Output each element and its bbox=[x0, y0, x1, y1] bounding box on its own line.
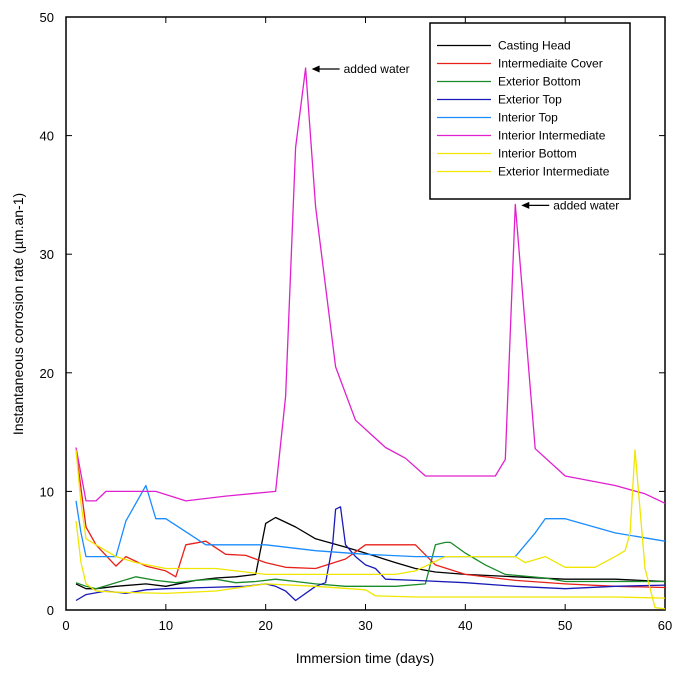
series-line-interior-intermediate bbox=[75, 67, 666, 504]
axis-ticks: 0 10 20 30 40 50 60 0 10 20 30 40 50 bbox=[40, 10, 673, 633]
x-tick-label: 10 bbox=[159, 618, 173, 633]
x-tick-label: 40 bbox=[458, 618, 472, 633]
annotations: added water added water bbox=[311, 62, 619, 212]
y-tick-label: 40 bbox=[40, 129, 54, 144]
y-tick-label: 10 bbox=[40, 484, 54, 499]
series-line-casting-head bbox=[75, 516, 666, 590]
legend: Casting Head Intermediaite Cover Exterior … bbox=[429, 22, 631, 200]
x-axis-title: Immersion time (days) bbox=[296, 650, 434, 666]
series-line-interior-bottom bbox=[75, 449, 666, 610]
series-line-interior-top bbox=[75, 484, 666, 558]
x-tick-label: 0 bbox=[62, 618, 69, 633]
x-tick-label: 60 bbox=[658, 618, 672, 633]
y-tick-label: 0 bbox=[47, 603, 54, 618]
x-tick-label: 30 bbox=[358, 618, 372, 633]
series-line-exterior-bottom bbox=[75, 541, 665, 590]
legend-label: Interior Intermediate bbox=[498, 129, 606, 143]
y-tick-label: 20 bbox=[40, 366, 54, 381]
legend-box bbox=[429, 22, 631, 200]
legend-label: Exterior Top bbox=[498, 93, 562, 107]
y-axis-title: Instantaneous corrosion rate (µm.an-1) bbox=[10, 193, 26, 435]
legend-label: Exterior Bottom bbox=[498, 75, 581, 89]
y-tick-label: 50 bbox=[40, 10, 54, 25]
y-tick-label: 30 bbox=[40, 247, 54, 262]
series-line-exterior-top bbox=[75, 506, 666, 602]
legend-label: Intermediaite Cover bbox=[498, 57, 603, 71]
annotation-label: added water bbox=[553, 198, 619, 212]
annotation-arrowhead-1 bbox=[521, 201, 530, 209]
legend-label: Exterior Intermediate bbox=[498, 165, 610, 179]
legend-label: Interior Bottom bbox=[498, 147, 577, 161]
legend-label: Interior Top bbox=[498, 111, 558, 125]
x-tick-label: 50 bbox=[558, 618, 572, 633]
series-line-intermediaite-cover bbox=[75, 449, 666, 589]
series-lines bbox=[75, 67, 666, 610]
legend-label: Casting Head bbox=[498, 39, 571, 53]
annotation-arrowhead-0 bbox=[311, 65, 320, 73]
series-line-exterior-intermediate bbox=[75, 520, 666, 599]
x-tick-label: 20 bbox=[258, 618, 272, 633]
annotation-label: added water bbox=[344, 62, 410, 76]
